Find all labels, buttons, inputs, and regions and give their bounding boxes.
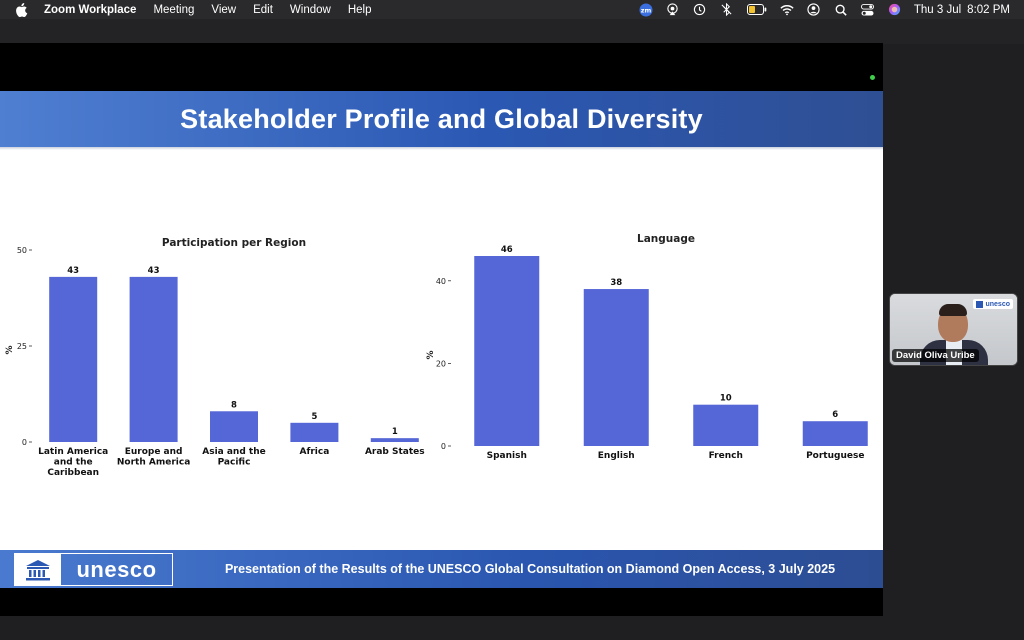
x-tick-label: French	[709, 451, 743, 461]
menu-help[interactable]: Help	[347, 3, 372, 16]
clock-time: 8:02 PM	[967, 3, 1010, 16]
bar-value-label: 46	[501, 245, 513, 255]
participant-name-label: David Oliva Uribe	[892, 349, 979, 362]
x-tick-label: Latin America and the Caribbean	[38, 447, 108, 478]
time-machine-icon[interactable]	[693, 3, 707, 17]
bar-value-label: 10	[720, 394, 732, 404]
bar	[802, 421, 868, 446]
wifi-icon[interactable]	[780, 3, 794, 17]
menu-view[interactable]: View	[211, 3, 237, 16]
menu-clock[interactable]: Thu 3 Jul 8:02 PM	[914, 4, 1010, 16]
x-tick-label: English	[598, 451, 635, 461]
participant-video-tile[interactable]: unesco David Oliva Uribe	[889, 293, 1018, 366]
menu-meeting[interactable]: Meeting	[153, 3, 195, 16]
zoom-meeting-window: Stakeholder Profile and Global Diversity…	[0, 19, 1024, 640]
bar-value-label: 1	[392, 427, 398, 437]
bar-value-label: 43	[67, 266, 79, 276]
search-icon[interactable]	[834, 3, 848, 17]
x-tick-label: Africa	[299, 447, 329, 457]
sharing-indicator-dot	[870, 75, 875, 80]
slide-title: Stakeholder Profile and Global Diversity	[180, 103, 703, 134]
user-icon[interactable]	[807, 3, 821, 17]
y-tick-label: 25	[17, 342, 27, 351]
x-tick-label: Arab States	[365, 447, 425, 457]
x-tick-label: Portuguese	[806, 451, 864, 461]
apple-icon[interactable]	[15, 2, 28, 17]
y-tick-label: 0	[22, 438, 27, 447]
y-tick-label: 50	[17, 246, 27, 255]
bar	[129, 276, 178, 442]
x-tick-label: Europe and North America	[117, 447, 190, 468]
x-tick-label: Asia and the Pacific	[202, 447, 265, 468]
bar	[693, 404, 759, 446]
participant-hair	[939, 304, 967, 316]
footer-caption: Presentation of the Results of the UNESC…	[224, 562, 836, 576]
unesco-wordmark: unesco	[76, 556, 157, 582]
shared-slide: Stakeholder Profile and Global Diversity…	[0, 91, 883, 588]
zoom-status-badge: zm	[641, 6, 652, 14]
language-chart: Language% 0 20 40 46 Spanish 38 English 10 French…	[426, 233, 868, 461]
airplay-icon[interactable]	[666, 3, 680, 17]
menu-window[interactable]: Window	[289, 3, 331, 16]
region-chart: Participation per Region% 0 25 50 43 Latin Am…	[5, 237, 425, 478]
siri-icon[interactable]	[888, 3, 902, 17]
chart-title: Language	[637, 233, 695, 245]
slide-footer: unesco Presentation of the Results of th…	[0, 550, 883, 588]
zoom-status-icon[interactable]: zm	[639, 3, 653, 17]
menu-edit[interactable]: Edit	[253, 3, 273, 16]
bar-value-label: 6	[832, 410, 838, 420]
y-tick-label: 40	[436, 277, 446, 286]
y-tick-label: 0	[441, 442, 446, 451]
menu-app-name[interactable]: Zoom Workplace	[44, 3, 137, 16]
slide-header: Stakeholder Profile and Global Diversity	[0, 91, 883, 147]
battery-icon[interactable]	[746, 3, 767, 17]
bar	[474, 256, 540, 446]
bar	[583, 289, 649, 446]
bar-value-label: 43	[148, 266, 160, 276]
x-tick-label: Spanish	[487, 451, 527, 461]
bar-value-label: 8	[231, 400, 237, 410]
bluetooth-off-icon[interactable]	[720, 3, 734, 17]
control-center-icon[interactable]	[861, 3, 875, 17]
unesco-logo: unesco	[14, 553, 173, 586]
participant-unesco-badge: unesco	[973, 299, 1013, 309]
clock-date: Thu 3 Jul	[913, 3, 962, 16]
bar-value-label: 5	[311, 412, 317, 422]
y-axis-label: %	[426, 350, 436, 359]
bar	[210, 411, 258, 442]
bar	[290, 422, 339, 442]
bar	[49, 276, 98, 442]
bar-value-label: 38	[610, 278, 622, 288]
chart-title: Participation per Region	[162, 237, 306, 249]
bar	[370, 438, 419, 442]
menu-bar: Zoom Workplace Meeting View Edit Window …	[0, 0, 1024, 19]
unesco-mini-icon	[976, 300, 984, 308]
temple-icon	[15, 554, 61, 585]
header-divider	[0, 147, 883, 150]
window-titlebar[interactable]	[0, 19, 1024, 44]
y-axis-label: %	[5, 345, 15, 354]
y-tick-label: 20	[436, 359, 446, 368]
participant-badge-text: unesco	[985, 300, 1010, 308]
